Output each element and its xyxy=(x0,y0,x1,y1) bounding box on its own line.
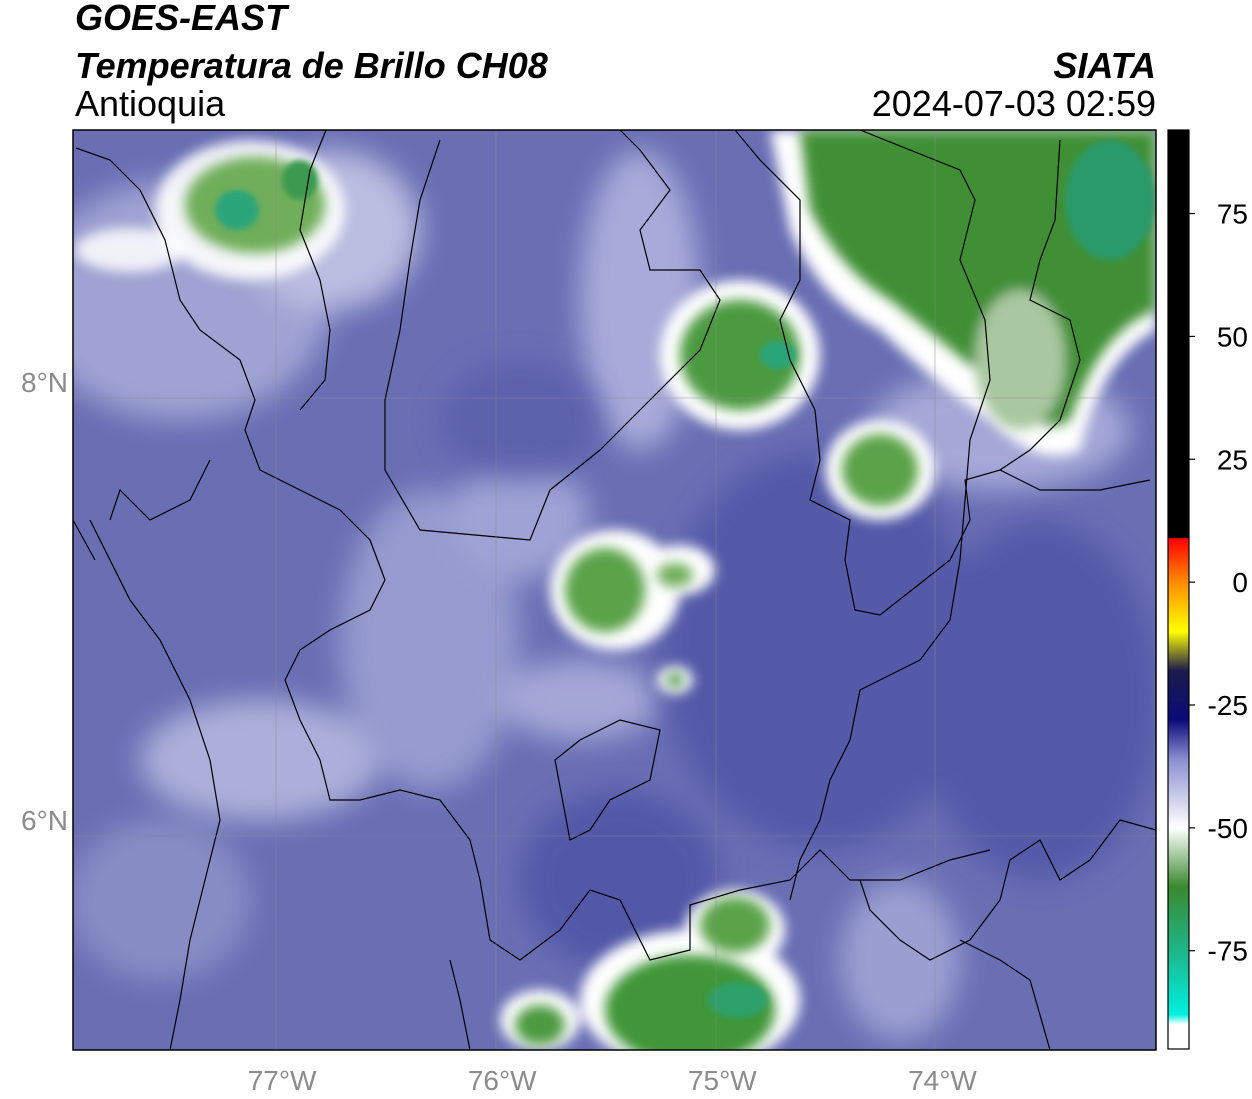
colorbar-tick-label: -50 xyxy=(1208,813,1248,844)
colorbar-tick-label: 25 xyxy=(1217,444,1248,475)
lon-tick-label: 76°W xyxy=(468,1065,537,1096)
lat-tick-label: 8°N xyxy=(21,367,68,398)
colorbar: 75 50 25 0 -25 -50 -75 xyxy=(1167,129,1248,1050)
colorbar-tick-label: -75 xyxy=(1208,936,1248,967)
colorbar-frame xyxy=(1167,129,1190,1050)
colorbar-tick-label: 75 xyxy=(1217,199,1248,230)
org-label: SIATA xyxy=(1053,45,1156,86)
lon-tick-label: 74°W xyxy=(908,1065,977,1096)
colorbar-tick-label: 0 xyxy=(1232,567,1248,598)
lon-tick-label: 75°W xyxy=(688,1065,757,1096)
graticule xyxy=(73,130,1156,1050)
map-frame xyxy=(72,129,1157,1051)
product-title: Temperatura de Brillo CH08 xyxy=(75,45,548,86)
lat-tick-label: 6°N xyxy=(21,805,68,836)
admin-boundaries xyxy=(73,130,1156,1050)
datetime-label: 2024-07-03 02:59 xyxy=(871,83,1156,124)
region-label: Antioquia xyxy=(75,83,226,124)
brightness-temperature-field xyxy=(73,130,1156,1050)
colorbar-tick-label: -25 xyxy=(1208,690,1248,721)
satellite-title: GOES-EAST xyxy=(75,0,288,38)
colorbar-tick-label: 50 xyxy=(1217,321,1248,352)
lon-tick-label: 77°W xyxy=(248,1065,317,1096)
